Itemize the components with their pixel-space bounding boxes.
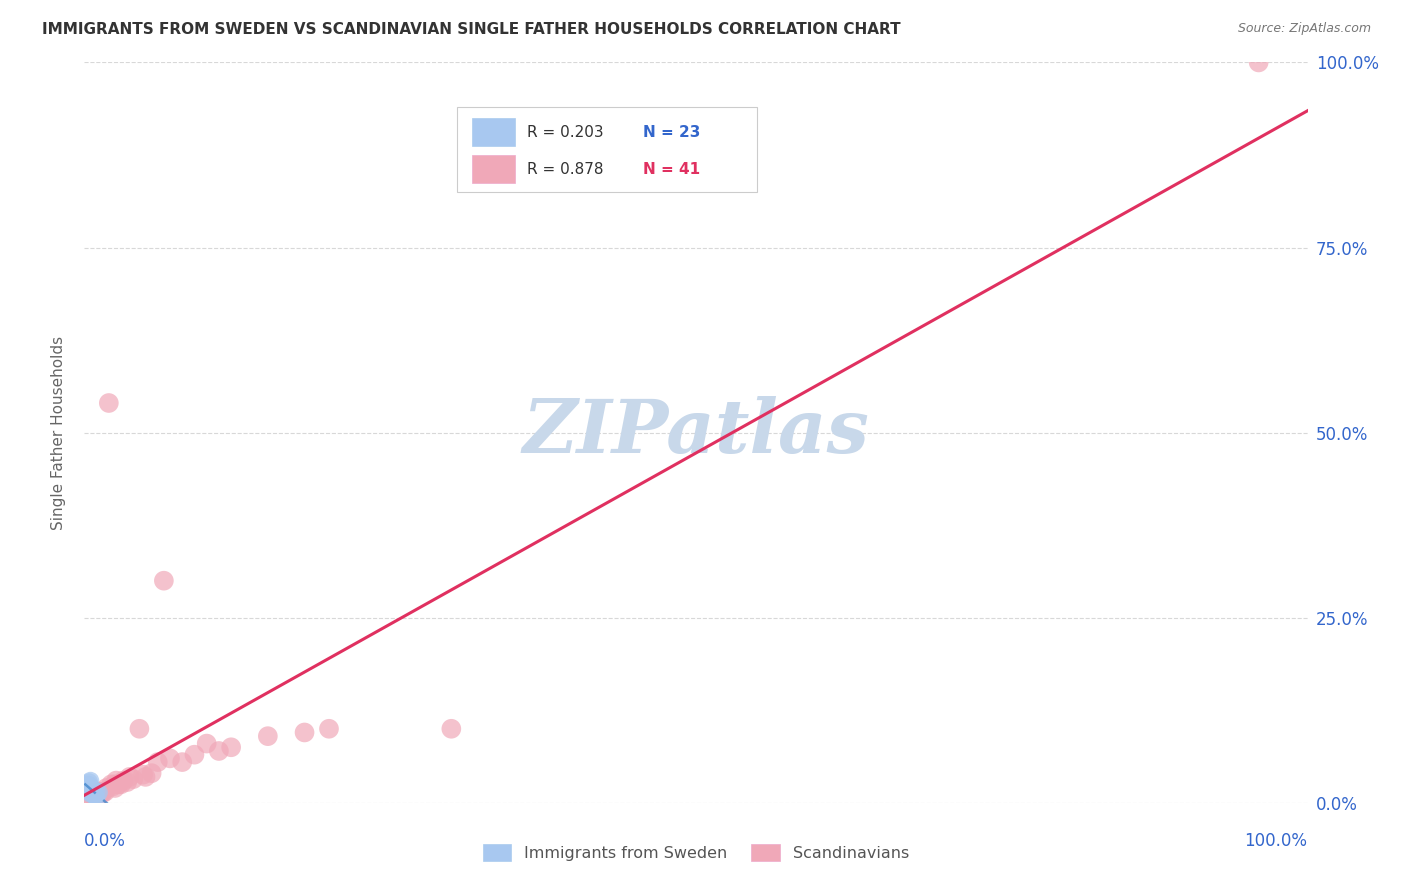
- Point: [77, 777, 100, 791]
- FancyBboxPatch shape: [472, 155, 515, 183]
- Point: [84, 789, 107, 804]
- Point: [77, 781, 100, 796]
- Point: [89, 787, 111, 801]
- Point: [101, 780, 124, 794]
- Point: [91, 786, 114, 800]
- Point: [153, 574, 176, 588]
- Point: [132, 767, 155, 781]
- Point: [440, 722, 463, 736]
- Text: IMMIGRANTS FROM SWEDEN VS SCANDINAVIAN SINGLE FATHER HOUSEHOLDS CORRELATION CHAR: IMMIGRANTS FROM SWEDEN VS SCANDINAVIAN S…: [42, 22, 901, 37]
- Point: [86, 787, 108, 801]
- FancyBboxPatch shape: [472, 118, 515, 146]
- FancyBboxPatch shape: [457, 107, 758, 192]
- Point: [118, 770, 141, 784]
- Point: [83, 784, 105, 798]
- Point: [112, 773, 135, 788]
- Point: [82, 789, 104, 803]
- Point: [86, 784, 108, 798]
- Text: R = 0.878: R = 0.878: [527, 161, 603, 177]
- Legend: Immigrants from Sweden, Scandinavians: Immigrants from Sweden, Scandinavians: [482, 844, 910, 862]
- Text: 100.0%: 100.0%: [1244, 832, 1308, 850]
- Point: [82, 785, 104, 799]
- Point: [97, 396, 120, 410]
- Text: 0.0%: 0.0%: [84, 832, 127, 850]
- Text: R = 0.203: R = 0.203: [527, 125, 603, 139]
- Point: [107, 777, 129, 791]
- Point: [257, 729, 280, 743]
- Point: [195, 737, 218, 751]
- Point: [159, 751, 181, 765]
- Point: [79, 784, 101, 798]
- Text: ZIPatlas: ZIPatlas: [523, 396, 869, 469]
- Point: [128, 722, 150, 736]
- Point: [91, 785, 114, 799]
- Point: [146, 755, 169, 769]
- Point: [115, 775, 138, 789]
- Text: N = 41: N = 41: [644, 161, 700, 177]
- Point: [172, 755, 194, 769]
- Point: [77, 782, 100, 797]
- Point: [83, 789, 105, 803]
- Point: [86, 791, 108, 805]
- Point: [183, 747, 205, 762]
- Point: [79, 787, 101, 801]
- Point: [79, 773, 101, 788]
- Point: [94, 785, 117, 799]
- Point: [208, 744, 231, 758]
- Point: [96, 780, 118, 795]
- Point: [219, 740, 242, 755]
- Point: [122, 772, 145, 786]
- Point: [79, 789, 101, 804]
- Point: [100, 777, 122, 791]
- Point: [77, 778, 100, 792]
- Y-axis label: Single Father Households: Single Father Households: [51, 335, 66, 530]
- Point: [82, 787, 104, 801]
- Point: [77, 780, 100, 794]
- Point: [135, 770, 157, 784]
- Point: [87, 785, 110, 799]
- Point: [80, 780, 103, 795]
- Point: [83, 789, 105, 803]
- Point: [76, 780, 98, 795]
- Point: [87, 785, 110, 799]
- Point: [77, 792, 100, 806]
- Point: [141, 766, 163, 780]
- Point: [87, 789, 110, 803]
- Point: [294, 725, 316, 739]
- Point: [80, 785, 103, 799]
- Point: [110, 777, 132, 791]
- Point: [104, 777, 127, 791]
- Point: [80, 781, 103, 796]
- Point: [79, 780, 101, 794]
- Point: [318, 722, 340, 736]
- Point: [104, 780, 127, 795]
- Point: [105, 773, 128, 788]
- Point: [1247, 55, 1270, 70]
- Text: Source: ZipAtlas.com: Source: ZipAtlas.com: [1237, 22, 1371, 36]
- Point: [77, 775, 100, 789]
- Point: [77, 785, 100, 799]
- Text: N = 23: N = 23: [644, 125, 700, 139]
